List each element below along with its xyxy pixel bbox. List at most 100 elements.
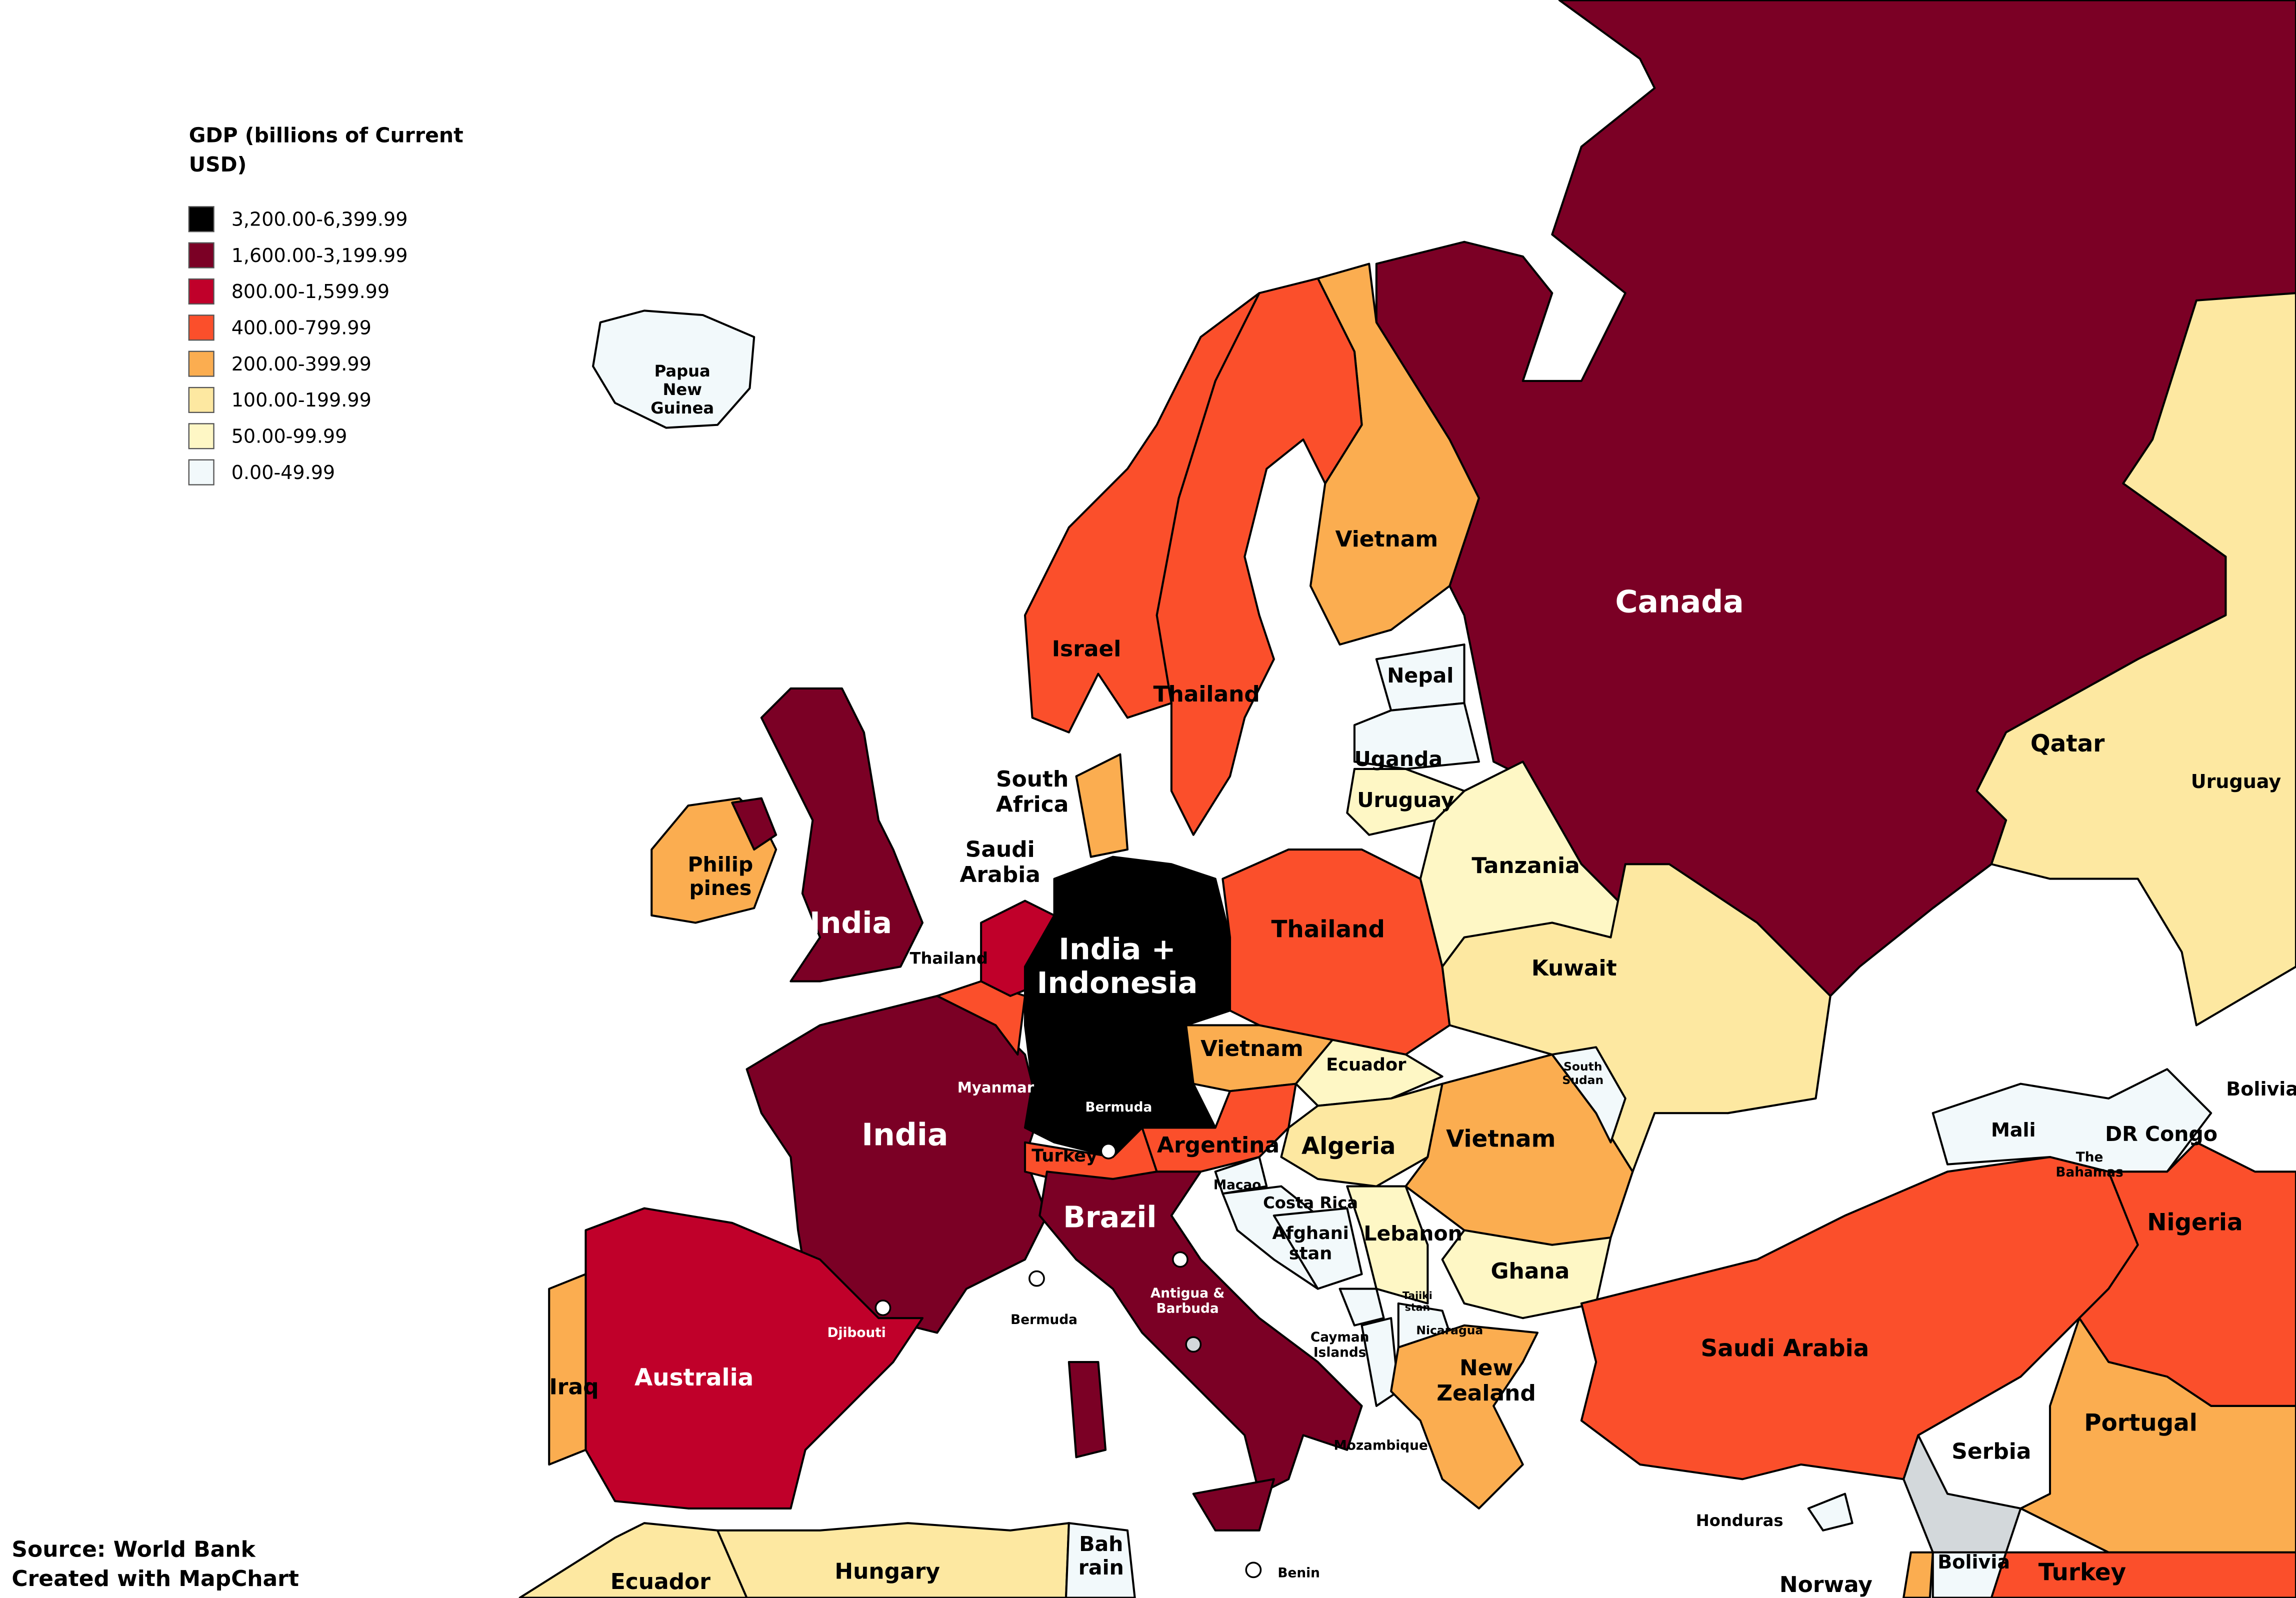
legend-title: GDP (billions of Current [189, 124, 464, 148]
legend-swatch [188, 278, 214, 305]
legend-label: 800.00-1,599.99 [232, 280, 390, 302]
map-label: Mozambique [1334, 1438, 1428, 1454]
map-label: pines [689, 876, 752, 900]
map-label: Argentina [1157, 1132, 1280, 1158]
legend-swatch [188, 206, 214, 232]
map-label: rain [1078, 1556, 1124, 1580]
map-label: Bahamas [2056, 1165, 2123, 1180]
map-label: Bolivia [1938, 1551, 2010, 1573]
microstate [1185, 1336, 1202, 1353]
map-label: Afghani [1272, 1223, 1348, 1244]
map-label: Australia [634, 1364, 754, 1392]
map-label: Turkey [2038, 1559, 2126, 1586]
map-label: Thailand [1271, 916, 1385, 944]
map-label: Turkey [1032, 1146, 1098, 1166]
map-label: Bermuda [1010, 1312, 1078, 1328]
map-label: Thailand [1154, 682, 1260, 707]
map-label: Ecuador [610, 1569, 710, 1594]
region [760, 687, 924, 982]
map-label: Brazil [1063, 1200, 1156, 1234]
map-label: Myanmar [958, 1079, 1034, 1096]
map-label: Tanzania [1472, 853, 1580, 878]
map-label: India [810, 906, 892, 940]
map-label: Djibouti [828, 1326, 886, 1340]
legend-label: 0.00-49.99 [232, 462, 335, 484]
map-label: Lebanon [1364, 1222, 1462, 1246]
map-label: Papua [654, 362, 710, 380]
map-label: South [996, 766, 1068, 792]
region [548, 1273, 587, 1466]
map-label: Saudi [966, 837, 1035, 862]
legend-swatch [188, 242, 214, 268]
map-label: India [862, 1117, 948, 1153]
microstate [1028, 1270, 1045, 1287]
map-label: Uruguay [2191, 770, 2282, 792]
map-label: Philip [688, 852, 753, 876]
map-label: Qatar [2030, 730, 2105, 758]
region [1338, 1288, 1385, 1326]
map-label: South [1564, 1060, 1602, 1074]
map-label: Uganda [1354, 747, 1443, 771]
map-label: Barbuda [1156, 1301, 1219, 1316]
legend-title: USD) [189, 152, 247, 176]
legend: GDP (billions of Current USD) 3,200.00-6,3… [188, 124, 464, 486]
source: Created with MapChart [12, 1566, 298, 1592]
map-label: Arabia [960, 862, 1040, 888]
map-label: Iraq [549, 1374, 598, 1400]
legend-swatch [188, 459, 214, 486]
region [1024, 292, 1260, 734]
map-label: Mali [1991, 1119, 2036, 1141]
map-label: Guinea [650, 398, 714, 418]
map-label: Bolivia [2226, 1078, 2296, 1100]
region [936, 980, 1026, 1056]
map-label: DR Congo [2105, 1122, 2218, 1146]
region [1441, 1229, 1612, 1320]
map-label: Tajiki [1402, 1290, 1432, 1302]
legend-label: 50.00-99.99 [232, 425, 348, 447]
map-label: Vietnam [1200, 1036, 1304, 1062]
map-label: Saudi Arabia [1701, 1335, 1870, 1362]
map-label: Vietnam [1336, 526, 1438, 552]
map-label: stan [1289, 1243, 1332, 1264]
map-label: Nigeria [2147, 1209, 2242, 1236]
map-label: Algeria [1302, 1133, 1396, 1160]
region [1192, 1478, 1275, 1532]
map-label: Uruguay [1357, 788, 1454, 812]
map-label: Portugal [2084, 1410, 2198, 1437]
map-label: Bah [1079, 1532, 1123, 1556]
legend-label: 3,200.00-6,399.99 [232, 208, 408, 230]
map-label: Macao [1214, 1178, 1261, 1192]
legend-swatch [188, 350, 214, 377]
land [518, 0, 2296, 1598]
map-label: The [2076, 1150, 2104, 1165]
region [1075, 753, 1129, 858]
map-label: Africa [996, 792, 1068, 818]
map-label: Ecuador [1326, 1054, 1406, 1075]
map-label: Israel [1052, 636, 1122, 662]
region [1346, 768, 1466, 836]
legend-label: 200.00-399.99 [232, 353, 372, 375]
map-label: Canada [1615, 584, 1744, 620]
map-label: New [662, 380, 702, 399]
map-label: Islands [1314, 1345, 1366, 1360]
map-label: Ghana [1490, 1258, 1570, 1284]
map-label: India + [1058, 932, 1176, 966]
region [592, 310, 756, 429]
region [1068, 1360, 1107, 1458]
microstate [1245, 1562, 1262, 1578]
map-label: Norway [1780, 1572, 1872, 1598]
map-label: Sudan [1562, 1073, 1604, 1087]
map-label: Bermuda [1086, 1100, 1152, 1115]
region [1551, 1046, 1626, 1144]
legend-swatch [188, 423, 214, 450]
microstates [874, 1142, 1262, 1578]
microstate [1100, 1142, 1117, 1160]
source: Source: World Bank [12, 1537, 256, 1562]
region [1346, 1185, 1429, 1304]
region [1390, 1324, 1539, 1510]
map-label: Antigua & [1150, 1286, 1224, 1301]
legend-label: 100.00-199.99 [232, 389, 372, 411]
